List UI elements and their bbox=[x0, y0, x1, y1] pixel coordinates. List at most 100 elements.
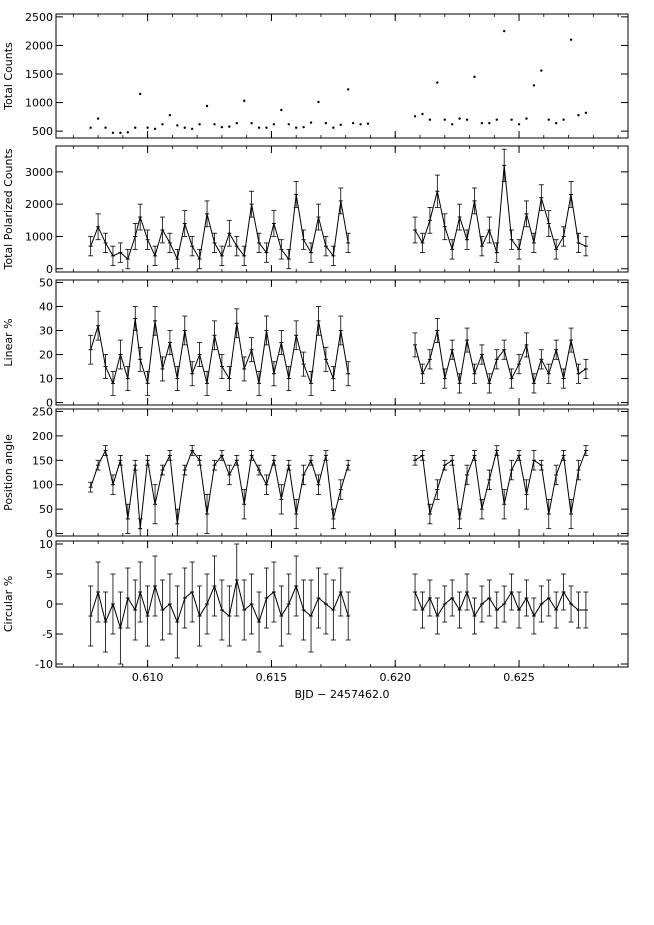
data-point bbox=[473, 75, 476, 79]
data-point bbox=[302, 125, 305, 129]
series-line bbox=[90, 579, 349, 630]
y-tick-label: 1000 bbox=[25, 97, 53, 110]
y-tick-label: 3000 bbox=[25, 166, 53, 179]
y-tick-label: 10 bbox=[39, 373, 53, 386]
data-point bbox=[161, 123, 164, 126]
data-point bbox=[126, 131, 130, 134]
y-axis-label: Linear % bbox=[2, 318, 15, 366]
x-tick-label: 0.615 bbox=[256, 671, 288, 684]
data-point bbox=[569, 38, 573, 41]
y-tick-label: 40 bbox=[39, 300, 53, 313]
data-point bbox=[366, 122, 370, 125]
y-axis-label: Position angle bbox=[2, 434, 15, 511]
y-tick-label: 1000 bbox=[25, 230, 53, 243]
data-point bbox=[198, 123, 201, 126]
y-tick-label: 0 bbox=[46, 528, 53, 541]
y-tick-label: 10 bbox=[39, 538, 53, 551]
panel-3: 0 10 20 30 40 50 Linear % bbox=[2, 276, 629, 410]
y-tick-label: 5 bbox=[46, 568, 53, 581]
data-point bbox=[272, 123, 276, 126]
data-point bbox=[134, 126, 137, 129]
panel-5: -10 -5 0 5 10 Circular % bbox=[2, 538, 629, 671]
panel-frame bbox=[55, 408, 629, 537]
data-point bbox=[220, 125, 224, 129]
x-tick-label: 0.620 bbox=[379, 671, 411, 684]
x-axis-label: BJD − 2457462.0 bbox=[295, 688, 390, 701]
y-tick-label: 2000 bbox=[25, 198, 53, 211]
data-point bbox=[413, 115, 417, 118]
data-point bbox=[458, 117, 461, 120]
data-point bbox=[465, 118, 469, 121]
data-point bbox=[554, 121, 558, 125]
y-tick-label: 2500 bbox=[25, 11, 53, 24]
data-point bbox=[332, 126, 335, 129]
y-tick-label: -10 bbox=[35, 658, 53, 671]
y-tick-label: 30 bbox=[39, 324, 53, 337]
data-point bbox=[228, 125, 231, 128]
data-point bbox=[176, 124, 179, 127]
data-point bbox=[339, 123, 342, 127]
data-point bbox=[235, 121, 238, 125]
y-tick-label: 20 bbox=[39, 349, 53, 362]
panel-4: 0 50 100 150 200 250 Position angle bbox=[2, 405, 629, 541]
y-tick-label: 500 bbox=[32, 125, 53, 138]
series-line bbox=[414, 165, 587, 253]
series-line bbox=[414, 450, 587, 519]
y-tick-label: 2000 bbox=[25, 39, 53, 52]
y-tick-label: 50 bbox=[39, 503, 53, 516]
data-point bbox=[89, 126, 92, 129]
y-tick-label: -5 bbox=[42, 628, 53, 641]
data-point bbox=[351, 121, 355, 125]
data-point bbox=[242, 99, 246, 103]
data-point bbox=[562, 118, 565, 121]
data-point bbox=[450, 123, 454, 126]
data-point bbox=[436, 81, 439, 84]
data-point bbox=[532, 84, 536, 87]
panel-frame bbox=[55, 279, 629, 406]
data-point bbox=[547, 118, 550, 121]
y-axis-label: Total Polarized Counts bbox=[2, 148, 15, 270]
data-point bbox=[146, 126, 149, 129]
data-point bbox=[502, 29, 506, 33]
data-point bbox=[111, 131, 115, 135]
y-tick-label: 100 bbox=[32, 479, 53, 492]
data-point bbox=[309, 121, 313, 124]
data-point bbox=[443, 118, 446, 121]
panel-frame bbox=[55, 13, 629, 139]
data-point bbox=[294, 126, 298, 129]
data-point bbox=[317, 100, 320, 104]
data-point bbox=[346, 88, 350, 91]
data-point bbox=[250, 121, 253, 125]
data-point bbox=[104, 126, 107, 129]
data-point bbox=[584, 111, 588, 115]
data-point bbox=[119, 131, 122, 135]
data-point bbox=[525, 117, 528, 120]
data-point bbox=[213, 123, 216, 126]
y-tick-label: 50 bbox=[39, 276, 53, 289]
series-line bbox=[90, 318, 349, 385]
data-point bbox=[517, 123, 521, 126]
data-point bbox=[577, 113, 580, 117]
panel-frame bbox=[55, 145, 629, 273]
series-line bbox=[414, 330, 587, 386]
data-point bbox=[287, 123, 290, 126]
panel-2: 0 1000 2000 3000 Total Polarized Counts bbox=[2, 145, 629, 276]
data-point bbox=[138, 92, 142, 96]
data-point bbox=[153, 127, 157, 131]
y-tick-label: 0 bbox=[46, 263, 53, 276]
y-tick-label: 0 bbox=[46, 598, 53, 611]
data-point bbox=[183, 126, 186, 129]
data-point bbox=[265, 126, 268, 129]
data-point bbox=[205, 104, 209, 108]
y-axis-label: Total Counts bbox=[2, 42, 15, 111]
data-point bbox=[190, 127, 194, 131]
data-point bbox=[488, 121, 491, 125]
data-point bbox=[510, 118, 513, 121]
series-line bbox=[90, 194, 349, 261]
y-axis-label: Circular % bbox=[2, 576, 15, 632]
y-tick-label: 150 bbox=[32, 454, 53, 467]
panel-1: 500 1000 1500 2000 2500 Total Counts bbox=[2, 11, 629, 139]
data-point bbox=[280, 108, 283, 112]
data-point bbox=[480, 121, 484, 125]
